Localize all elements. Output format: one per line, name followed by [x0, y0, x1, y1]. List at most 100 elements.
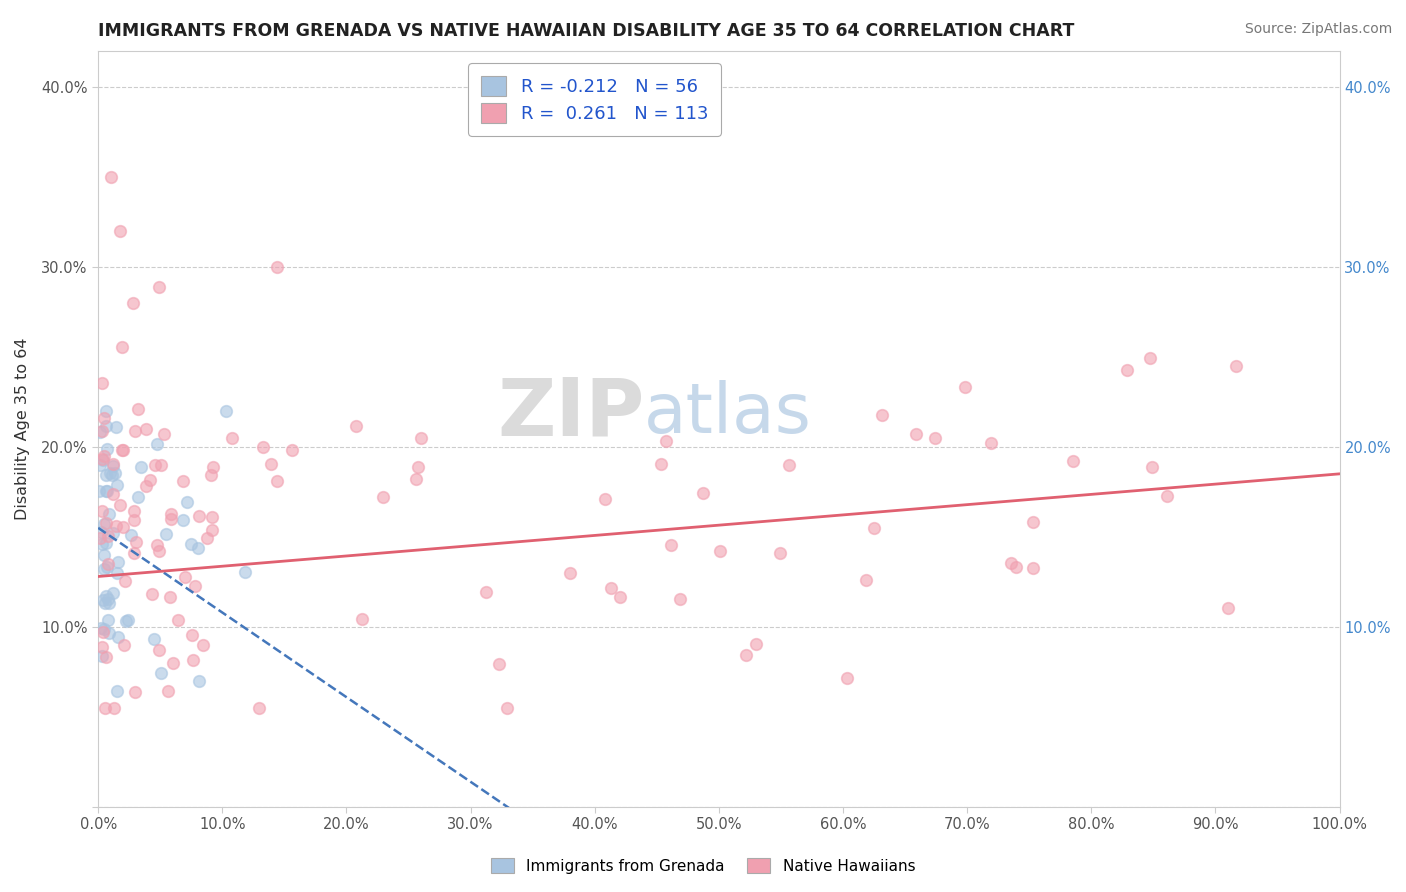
Point: [953, 380, 976, 394]
Point: [735, 648, 758, 663]
Point: [1140, 460, 1163, 475]
Point: [174, 570, 197, 584]
Point: [104, 419, 127, 434]
Point: [1005, 559, 1028, 574]
Point: [114, 574, 136, 589]
Point: [835, 671, 858, 685]
Point: [157, 683, 180, 698]
Point: [98, 466, 121, 480]
Point: [1225, 359, 1247, 373]
Point: [112, 638, 135, 652]
Point: [96, 483, 118, 498]
Point: [97, 625, 120, 640]
Point: [1000, 556, 1022, 570]
Point: [94, 516, 117, 531]
Point: [187, 541, 209, 555]
Point: [1156, 488, 1178, 502]
Text: atlas: atlas: [644, 380, 813, 447]
Point: [344, 418, 367, 433]
Point: [214, 404, 236, 418]
Point: [709, 543, 731, 558]
Point: [149, 666, 172, 681]
Point: [96, 560, 118, 574]
Point: [252, 440, 274, 454]
Point: [148, 279, 170, 293]
Point: [104, 466, 127, 480]
Point: [153, 427, 176, 442]
Point: [121, 295, 143, 310]
Legend: R = -0.212   N = 56, R =  0.261   N = 113: R = -0.212 N = 56, R = 0.261 N = 113: [468, 63, 721, 136]
Point: [105, 519, 128, 533]
Point: [91, 624, 114, 639]
Point: [172, 474, 194, 488]
Point: [105, 684, 128, 698]
Point: [195, 531, 218, 545]
Point: [101, 586, 124, 600]
Point: [1021, 560, 1043, 574]
Point: [870, 409, 893, 423]
Point: [745, 637, 768, 651]
Point: [188, 674, 211, 689]
Point: [159, 590, 181, 604]
Point: [125, 534, 148, 549]
Point: [233, 565, 256, 579]
Point: [180, 628, 202, 642]
Point: [247, 701, 270, 715]
Point: [91, 504, 114, 518]
Point: [863, 521, 886, 535]
Point: [146, 538, 169, 552]
Point: [112, 520, 135, 534]
Point: [659, 537, 682, 551]
Point: [266, 260, 288, 274]
Point: [148, 643, 170, 657]
Point: [91, 537, 114, 551]
Point: [107, 555, 129, 569]
Point: [96, 442, 118, 456]
Point: [1218, 601, 1240, 615]
Point: [90, 451, 112, 466]
Point: [668, 591, 690, 606]
Point: [93, 517, 115, 532]
Point: [93, 449, 115, 463]
Point: [124, 685, 146, 699]
Point: [599, 582, 621, 596]
Point: [1062, 454, 1084, 468]
Point: [111, 340, 134, 354]
Point: [650, 457, 672, 471]
Point: [188, 508, 211, 523]
Point: [89, 425, 111, 440]
Point: [97, 591, 120, 606]
Point: [769, 546, 792, 560]
Point: [980, 436, 1002, 450]
Point: [201, 523, 224, 537]
Point: [609, 591, 631, 605]
Point: [110, 498, 132, 512]
Point: [202, 459, 225, 474]
Point: [111, 443, 134, 458]
Point: [135, 422, 157, 436]
Point: [101, 457, 124, 471]
Point: [101, 459, 124, 474]
Point: [98, 507, 121, 521]
Point: [100, 169, 122, 184]
Point: [97, 557, 120, 571]
Point: [112, 443, 135, 458]
Point: [406, 459, 429, 474]
Point: [155, 526, 177, 541]
Point: [496, 701, 519, 715]
Point: [98, 596, 121, 610]
Point: [103, 487, 125, 501]
Point: [91, 648, 114, 663]
Point: [96, 404, 118, 418]
Point: [162, 656, 184, 670]
Point: [200, 468, 222, 483]
Point: [89, 458, 111, 473]
Point: [371, 491, 394, 505]
Point: [855, 573, 877, 587]
Point: [201, 510, 224, 524]
Point: [94, 535, 117, 549]
Point: [93, 548, 115, 562]
Point: [93, 562, 115, 576]
Point: [692, 486, 714, 500]
Point: [122, 513, 145, 527]
